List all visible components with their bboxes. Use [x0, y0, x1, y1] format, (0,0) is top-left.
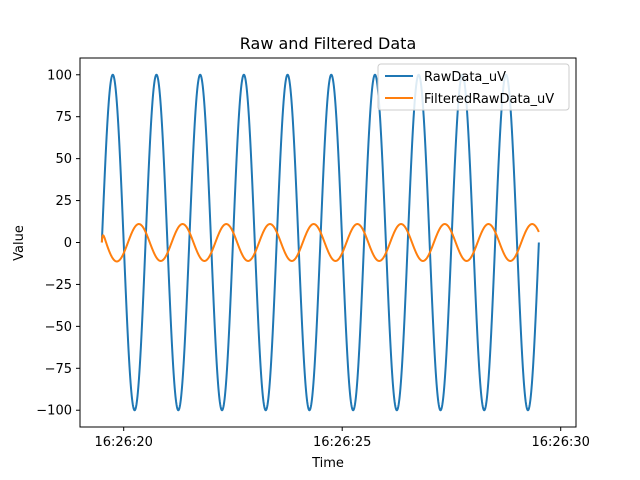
- y-tick-label: −75: [45, 362, 72, 377]
- plot-area: [79, 57, 577, 428]
- y-tick-label: 0: [64, 236, 72, 251]
- x-tick-label: 16:26:30: [532, 435, 590, 450]
- y-tick-label: −50: [45, 320, 72, 335]
- legend: RawData_uV FilteredRawData_uV: [377, 63, 570, 111]
- y-tick-label: 100: [47, 68, 72, 83]
- legend-box: [377, 63, 570, 111]
- y-tick-label: 50: [55, 152, 72, 167]
- y-tick-label: 75: [55, 110, 72, 125]
- y-tick-label: −100: [36, 404, 72, 419]
- series-line-1: [100, 223, 540, 263]
- y-tick-label: 25: [55, 194, 72, 209]
- x-tick-label: 16:26:25: [313, 435, 371, 450]
- chart-title: Raw and Filtered Data: [240, 34, 417, 53]
- x-tick-label: 16:26:20: [95, 435, 153, 450]
- y-tick-label: −25: [45, 278, 72, 293]
- x-axis-label: Time: [311, 456, 344, 471]
- y-axis: 100 75 50 25 0 −25 −50 −75 −100: [36, 68, 80, 419]
- y-axis-label: Value: [12, 225, 27, 261]
- legend-label-filtered: FilteredRawData_uV: [424, 92, 554, 107]
- legend-label-raw: RawData_uV: [424, 70, 506, 85]
- x-axis: 16:26:20 16:26:25 16:26:30: [95, 427, 590, 450]
